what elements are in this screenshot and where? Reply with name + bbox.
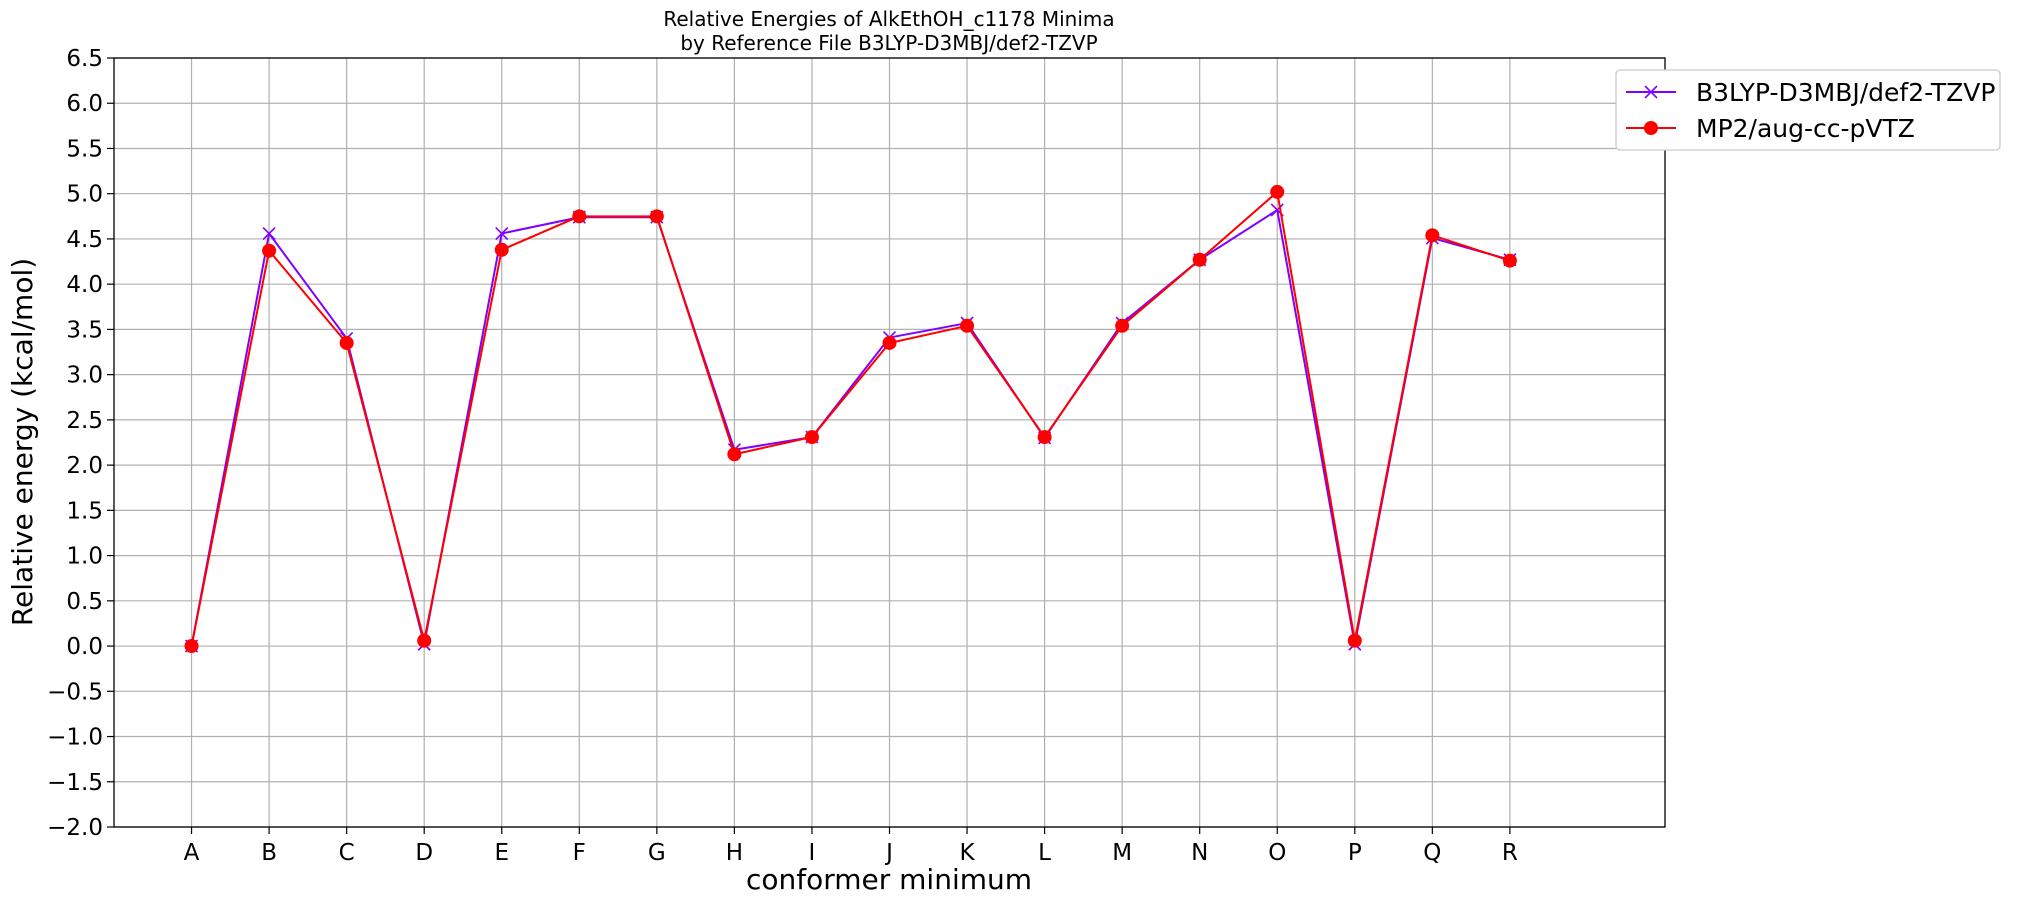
series-line [190,208,1511,647]
x-tick-label: R [1502,840,1518,866]
x-axis-ticks: A B C D E F G H I J K L M N O P Q R [184,827,1518,866]
y-tick-label: 5.0 [66,182,103,208]
data-point [1347,633,1362,648]
grid [114,57,1665,828]
x-tick-label: A [184,840,200,866]
data-point [1037,430,1052,445]
legend-box [1615,69,2001,151]
data-point [804,430,819,445]
y-tick-label: −0.5 [47,679,103,705]
data-point [649,209,664,224]
data-point [417,633,432,648]
data-point [1502,253,1517,268]
data-point [262,243,277,258]
series-2 [184,184,1517,654]
x-tick-label: J [884,840,893,866]
data-point [184,639,199,654]
y-tick-label: 3.5 [66,317,103,343]
data-point [494,242,509,257]
series-line [190,190,1511,647]
series-1 [184,203,1517,653]
data-point [495,226,509,241]
y-tick-label: 0.5 [66,589,103,615]
legend: B3LYP-D3MBJ/def2-TZVP MP2/aug-cc-pVTZ [1615,69,2001,151]
data-point [1115,318,1130,333]
x-tick-label: B [261,840,277,866]
y-tick-label: 4.0 [66,272,103,298]
x-tick-label: H [726,840,743,866]
data-point [1270,184,1285,199]
chart-subtitle: by Reference File B3LYP-D3MBJ/def2-TZVP [680,31,1097,55]
x-tick-label: K [960,840,976,866]
data-point [882,335,897,350]
y-tick-label: 2.5 [66,408,103,434]
x-tick-label: I [809,840,816,866]
x-tick-label: Q [1423,840,1441,866]
x-tick-label: E [494,840,509,866]
data-point [1425,228,1440,243]
data-point [1192,252,1207,267]
x-tick-label: C [339,840,355,866]
y-tick-label: 3.0 [66,363,103,389]
x-tick-label: N [1191,840,1208,866]
legend-marker [1644,85,1658,99]
y-tick-label: 5.5 [66,136,103,162]
data-point [960,318,975,333]
y-tick-label: 1.5 [66,498,103,524]
series [184,184,1517,654]
data-point [262,226,276,241]
legend-marker [1644,121,1658,135]
y-tick-label: 4.5 [66,227,103,253]
data-point [339,335,354,350]
y-tick-label: −1.5 [47,770,103,796]
data-point [572,209,587,224]
y-tick-label: −2.0 [47,815,103,841]
y-tick-label: 0.0 [66,634,103,660]
y-tick-label: 2.0 [66,453,103,479]
x-tick-label: O [1268,840,1286,866]
chart-title: Relative Energies of AlkEthOH_c1178 Mini… [663,7,1114,31]
x-tick-label: P [1348,840,1362,866]
data-point [727,447,742,462]
legend-label: B3LYP-D3MBJ/def2-TZVP [1696,78,1995,107]
y-tick-label: 6.5 [66,46,103,72]
legend-entry: B3LYP-D3MBJ/def2-TZVP [1626,78,1995,107]
x-tick-label: M [1112,840,1132,866]
y-tick-label: −1.0 [47,725,103,751]
legend-label: MP2/aug-cc-pVTZ [1696,114,1915,143]
legend-entry: MP2/aug-cc-pVTZ [1626,114,1915,143]
x-tick-label: G [648,840,666,866]
x-tick-label: F [573,840,586,866]
x-tick-label: D [415,840,433,866]
y-axis-ticks: 6.5 6.0 5.5 5.0 4.5 4.0 3.5 3.0 2.5 2.0 1.5 1.0 0.5 0… [47,46,114,841]
y-tick-label: 6.0 [66,91,103,117]
x-tick-label: L [1038,840,1051,866]
y-tick-label: 1.0 [66,544,103,570]
x-axis-label: conformer minimum [746,863,1032,896]
y-axis-label: Relative energy (kcal/mol) [6,258,39,626]
